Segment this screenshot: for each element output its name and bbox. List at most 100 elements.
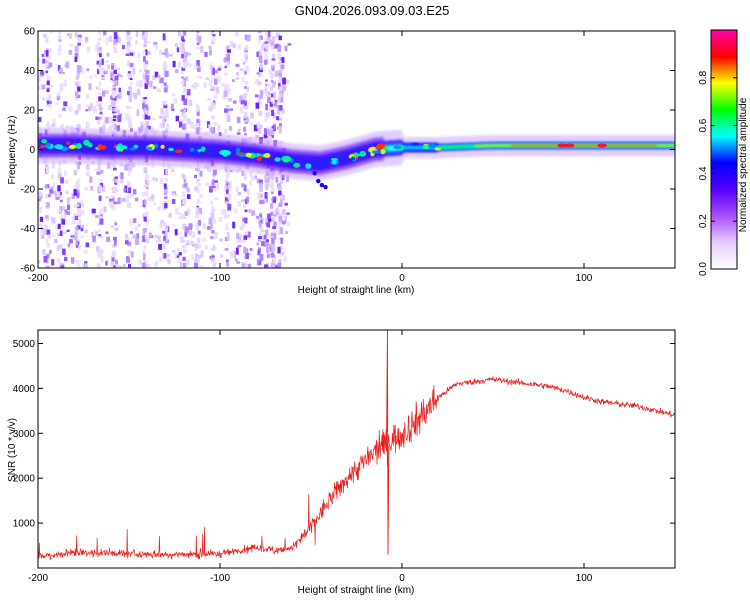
noise-speck [196,128,200,135]
noise-speck [220,254,224,258]
noise-speck [105,38,109,46]
noise-speck [263,128,268,135]
noise-speck [125,236,129,241]
noise-speck [42,34,46,38]
noise-speck [126,48,130,53]
noise-speck [95,116,100,120]
noise-speck [143,44,147,48]
noise-speck [211,39,215,44]
noise-speck [174,42,178,48]
noise-speck [112,87,117,91]
noise-speck [258,70,262,75]
noise-speck [114,176,118,179]
noise-speck [244,81,249,84]
noise-speck [261,241,265,247]
noise-speck [76,164,80,167]
noise-speck [127,60,130,67]
noise-speck [58,68,63,72]
colorbar-tick-label: 0.6 [698,118,709,132]
noise-speck [38,56,41,63]
noise-speck [226,83,230,90]
noise-speck [142,230,146,235]
noise-speck [98,195,102,201]
noise-speck [56,97,60,101]
noise-speck [144,69,148,73]
noise-speck [236,132,241,135]
noise-speck [279,92,284,97]
noise-speck [272,257,276,264]
noise-speck [212,245,216,252]
noise-speck [71,193,76,199]
noise-speck [144,235,149,239]
noise-speck [99,208,103,215]
noise-speck [118,87,122,92]
noise-speck [182,123,186,130]
noise-speck [176,255,180,258]
noise-speck [277,246,281,254]
noise-speck [236,77,239,80]
noise-speck [96,223,100,227]
noise-speck [244,45,249,51]
noise-speck [155,178,158,182]
noise-speck [100,255,104,263]
noise-speck [232,43,236,48]
noise-speck [159,78,164,84]
snr-axes: -200 -100 0 100 1000 2000 3000 4000 5000 [13,330,675,584]
noise-speck [236,239,240,243]
noise-speck [74,110,79,115]
noise-speck [145,110,148,114]
noise-speck [55,225,59,230]
noise-speck [217,67,222,71]
noise-speck [243,184,247,192]
noise-speck [241,183,245,188]
noise-speck [65,61,70,69]
noise-speck [224,227,229,231]
noise-speck [227,88,231,94]
snr-series [38,330,675,561]
noise-speck [235,72,239,76]
noise-speck [120,172,124,180]
colorbar-tick-label: 0.8 [698,70,709,84]
noise-speck [210,85,214,89]
noise-speck [46,229,51,235]
noise-speck [282,77,286,85]
noise-speck [284,202,288,206]
noise-speck [47,94,52,97]
noise-speck [111,203,115,210]
noise-speck [104,117,109,123]
noise-speck [171,168,175,172]
noise-speck [188,223,193,231]
noise-speck [181,99,185,105]
noise-speck [278,76,282,83]
noise-speck [272,198,276,203]
noise-speck [76,189,80,196]
noise-speck [187,241,191,244]
noise-speck [272,262,276,266]
noise-speck [195,46,200,49]
noise-speck [244,133,247,136]
noise-speck [238,127,242,131]
noise-speck [195,103,199,108]
noise-speck [254,94,259,98]
noise-speck [49,31,54,34]
noise-speck [38,85,41,91]
noise-speck [263,234,267,240]
noise-speck [187,52,191,56]
noise-speck [226,57,230,65]
noise-speck [257,249,261,256]
ridge-blob [66,141,71,145]
noise-speck [163,201,168,205]
noise-speck [241,223,246,228]
ridge-blob [54,144,64,150]
noise-speck [275,176,279,183]
noise-speck [182,61,186,69]
noise-speck [241,171,245,176]
noise-speck [260,193,263,199]
noise-speck [111,255,115,262]
noise-speck [180,36,185,41]
noise-speck [86,171,90,177]
noise-speck [195,109,200,112]
noise-speck [273,101,278,107]
noise-speck [128,89,133,96]
noise-speck [211,254,215,262]
